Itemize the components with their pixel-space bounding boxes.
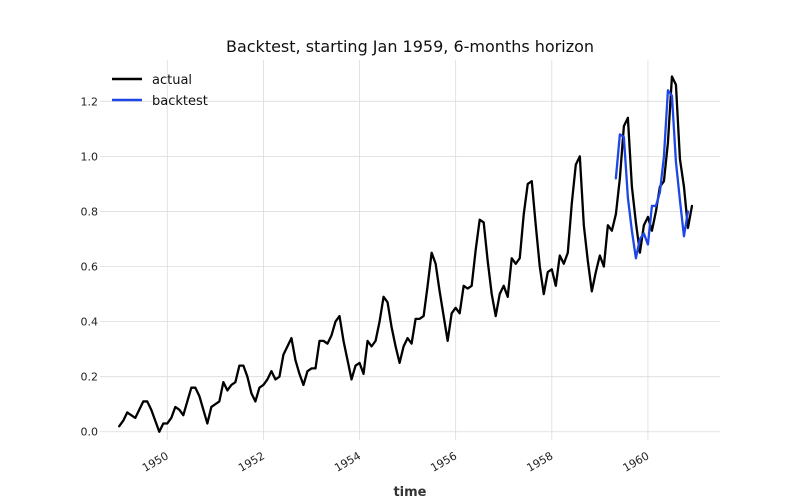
y-tick-label: 1.2 xyxy=(81,95,99,108)
x-axis-label: time xyxy=(393,485,426,500)
chart-title: Backtest, starting Jan 1959, 6-months ho… xyxy=(226,37,594,56)
y-tick-label: 0.2 xyxy=(81,371,99,384)
y-tick-label: 1.0 xyxy=(81,150,99,163)
x-tick-label: 1952 xyxy=(236,449,267,474)
series-line-backtest xyxy=(614,89,690,260)
x-tick-label: 1956 xyxy=(428,449,459,474)
x-tick-label: 1954 xyxy=(332,449,363,474)
x-tick-label: 1950 xyxy=(140,449,171,474)
y-tick-label: 0.4 xyxy=(81,316,99,329)
y-tick-label: 0.8 xyxy=(81,205,99,218)
y-tick-label: 0.6 xyxy=(81,261,99,274)
y-tick-label: 0.0 xyxy=(81,426,99,439)
series-lines xyxy=(118,75,694,433)
grid xyxy=(100,60,720,440)
y-axis-ticks: 0.0 0.2 0.4 0.6 0.8 1.0 1.2 xyxy=(81,95,99,438)
series-line-actual xyxy=(118,75,694,433)
x-axis-ticks: 1950 1952 1954 1956 1958 1960 xyxy=(140,449,651,474)
x-tick-label: 1958 xyxy=(525,449,556,474)
legend: actual backtest xyxy=(112,73,208,109)
legend-label-backtest: backtest xyxy=(152,94,208,109)
legend-label-actual: actual xyxy=(152,73,192,88)
x-tick-label: 1960 xyxy=(621,449,652,474)
